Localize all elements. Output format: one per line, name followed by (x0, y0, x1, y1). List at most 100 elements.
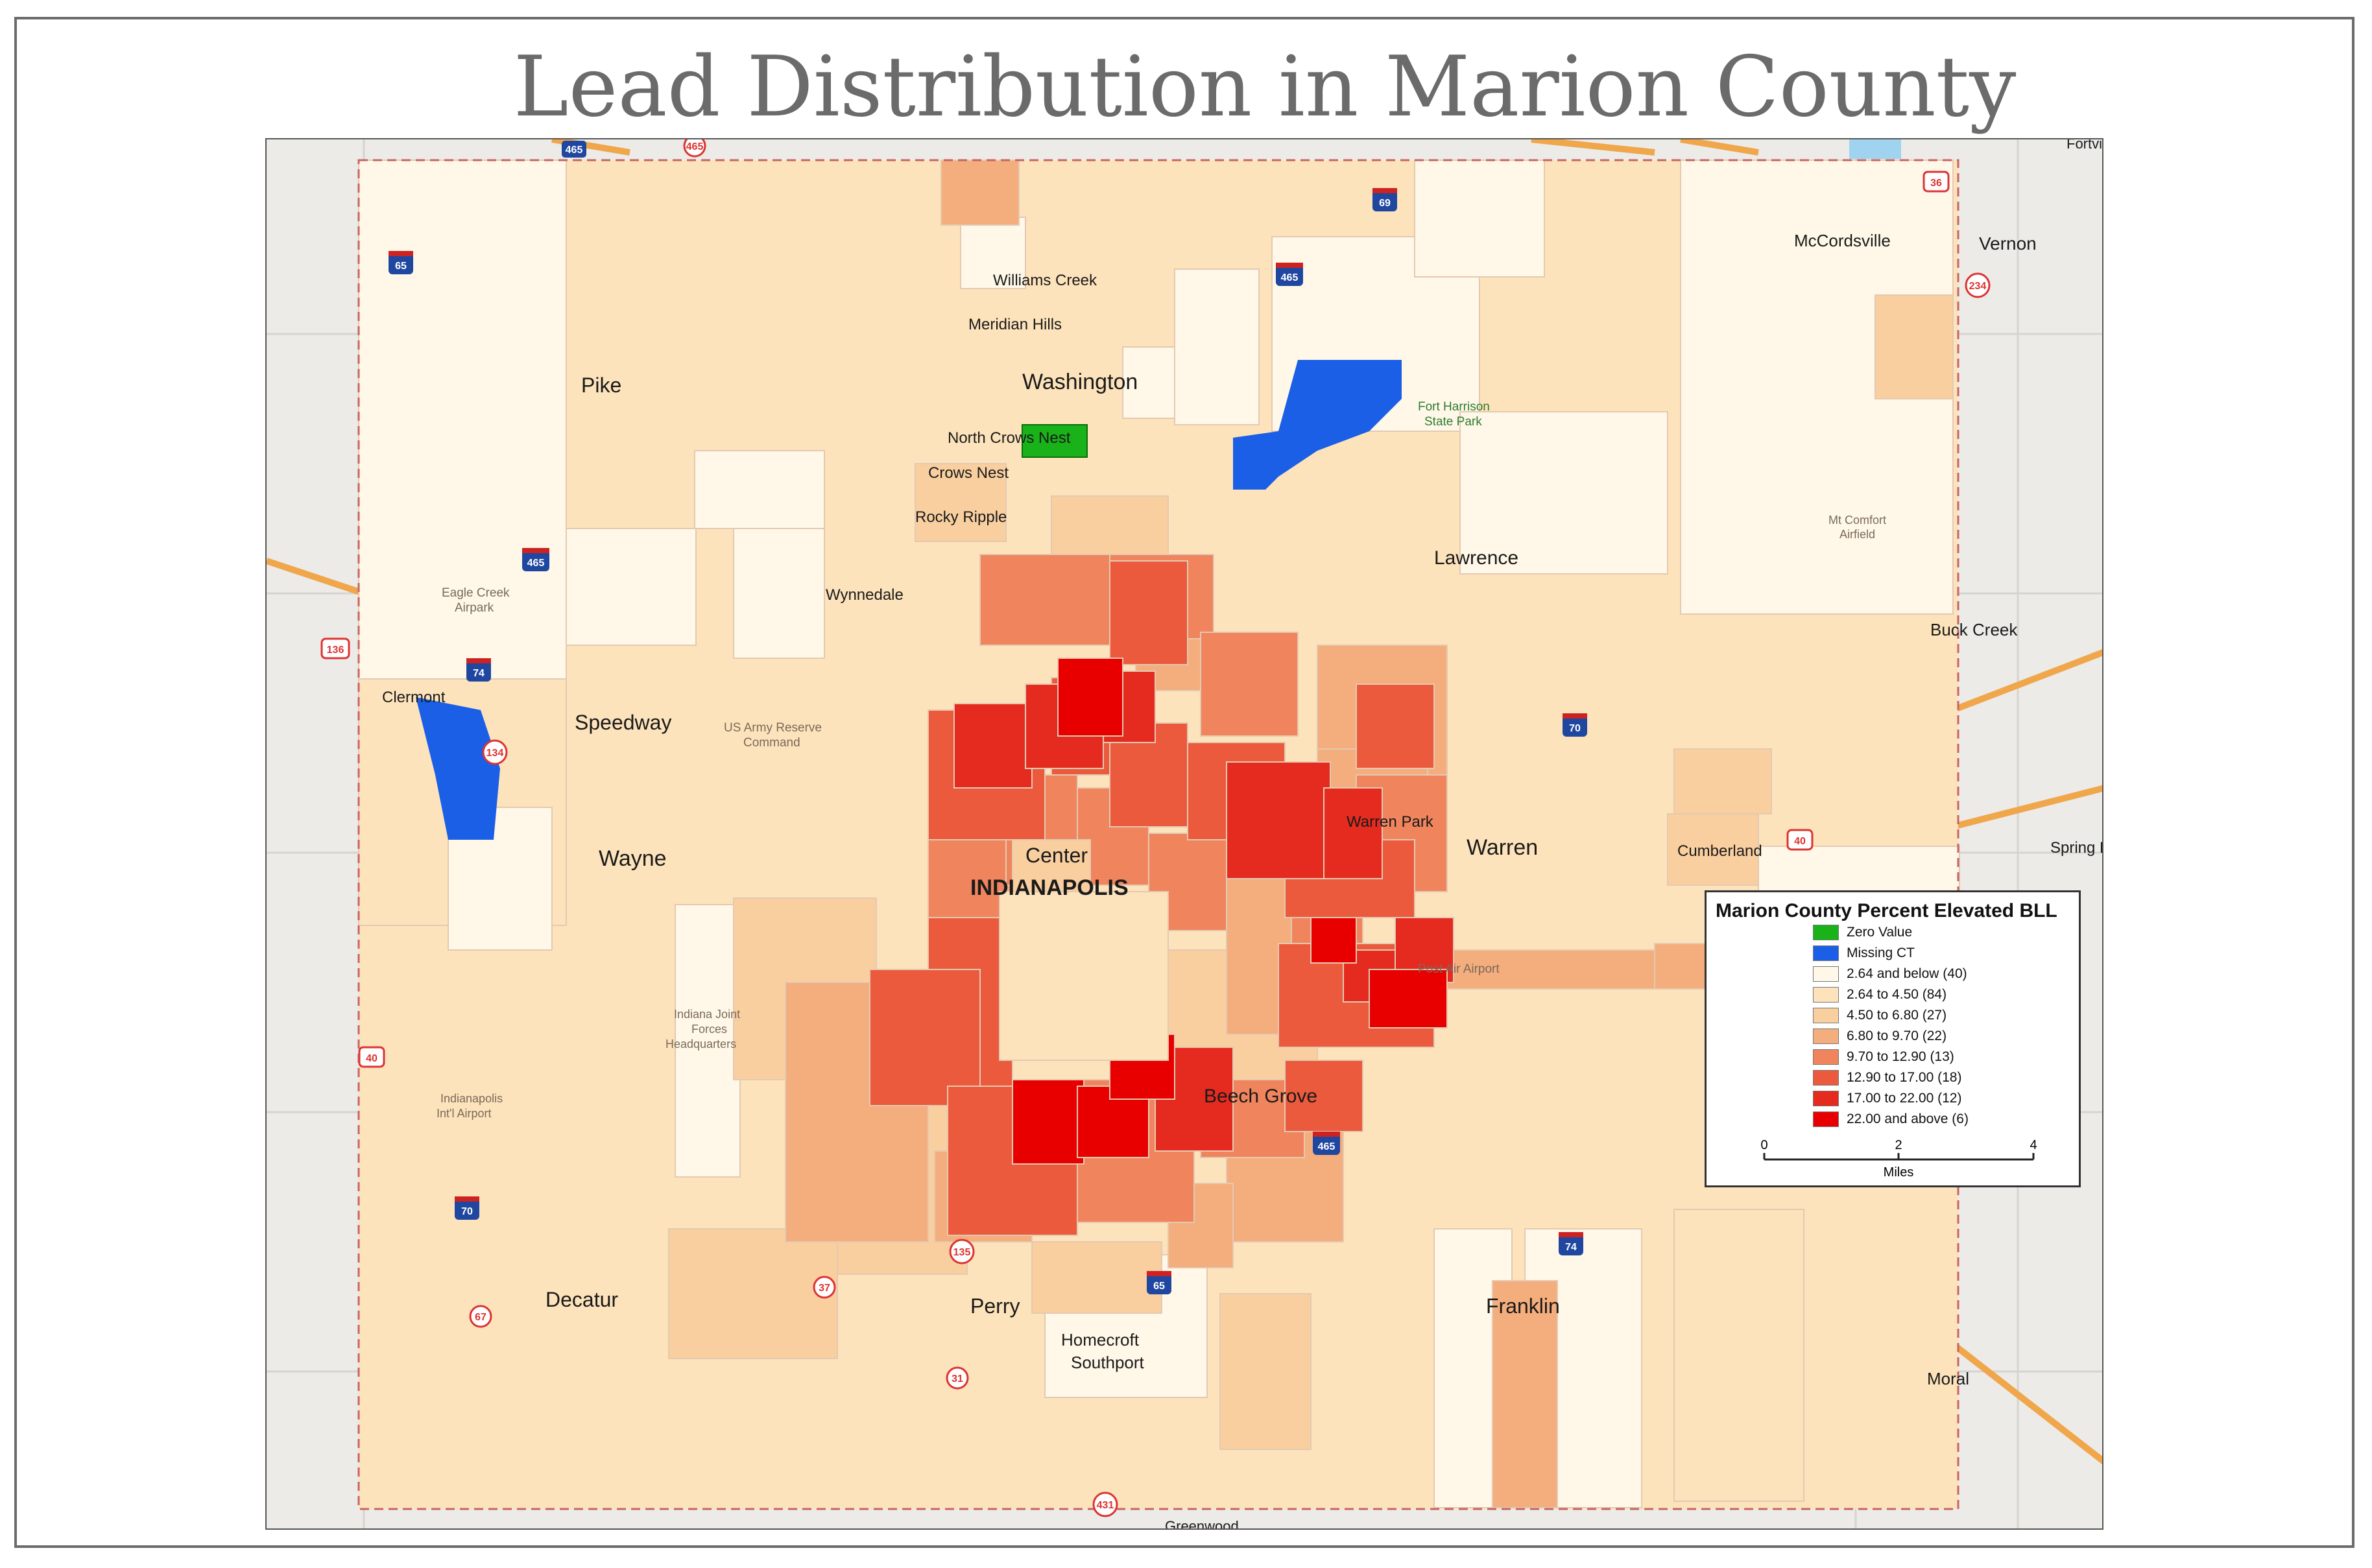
svg-text:69: 69 (1379, 198, 1391, 209)
shield-136: 136 (320, 637, 350, 659)
svg-text:65: 65 (1153, 1281, 1165, 1292)
shield-67: 67 (469, 1305, 492, 1328)
missing-tract-west (416, 697, 500, 840)
shield-37: 37 (813, 1276, 836, 1299)
label-eagle-creek: Eagle Creek (442, 586, 510, 600)
label-beech-grove: Beech Grove (1204, 1086, 1317, 1107)
svg-text:135: 135 (953, 1247, 971, 1258)
choropleth-map: Pike Washington Lawrence Speedway Wayne … (265, 138, 2103, 1530)
label-clermont: Clermont (382, 689, 446, 706)
legend-swatch (1813, 987, 1839, 1003)
label-wynnedale: Wynnedale (826, 586, 904, 604)
legend-swatch (1813, 1111, 1839, 1127)
shield-134: 134 (482, 739, 508, 765)
label-meridian-hills: Meridian Hills (968, 316, 1062, 333)
label-mccordsville: McCordsville (1794, 231, 1891, 250)
label-headquarters: Headquarters (665, 1038, 736, 1051)
label-franklin: Franklin (1486, 1294, 1560, 1318)
legend-label: 4.50 to 6.80 (27) (1847, 1008, 1947, 1023)
legend-label: 6.80 to 9.70 (22) (1847, 1028, 1947, 1043)
svg-text:70: 70 (1569, 723, 1581, 734)
label-cumberland: Cumberland (1677, 842, 1762, 860)
map-legend: Marion County Percent Elevated BLL Zero … (1705, 890, 2081, 1187)
svg-text:136: 136 (327, 645, 344, 656)
shield-465-north: 465 (562, 141, 586, 158)
label-pike: Pike (581, 374, 621, 397)
shield-465-south: 465 (1313, 1132, 1340, 1155)
missing-tract-north (1233, 360, 1402, 490)
legend-item: 22.00 and above (6) (1716, 1109, 2070, 1130)
legend-item: 6.80 to 9.70 (22) (1716, 1026, 2070, 1047)
route-shields: 465 465 65 69 465 465 74 134 70 40 70 40… (320, 139, 1991, 1517)
svg-text:65: 65 (395, 261, 407, 272)
legend-label: Missing CT (1847, 945, 1915, 960)
legend-title: Marion County Percent Elevated BLL (1716, 900, 2057, 921)
legend-item: 2.64 to 4.50 (84) (1716, 984, 2070, 1005)
label-fort-harrison-park: State Park (1424, 415, 1482, 429)
legend-swatch (1813, 1028, 1839, 1044)
legend-item: Zero Value (1716, 922, 2070, 943)
legend-swatch (1813, 1049, 1839, 1065)
svg-text:31: 31 (952, 1373, 963, 1384)
shield-70-east: 70 (1563, 713, 1587, 737)
legend-item: 9.70 to 12.90 (13) (1716, 1047, 2070, 1067)
legend-swatch (1813, 1070, 1839, 1086)
svg-text:465: 465 (1318, 1141, 1336, 1152)
legend-swatch (1813, 1091, 1839, 1106)
svg-text:465: 465 (686, 141, 704, 152)
label-north-crows-nest: North Crows Nest (948, 429, 1071, 447)
map-canvas: Pike Washington Lawrence Speedway Wayne … (267, 139, 2102, 1530)
lake (1849, 139, 1901, 159)
label-army-command: Command (743, 736, 800, 750)
scale-bar-graphic: 0 2 4 Miles (1760, 1138, 2037, 1180)
place-labels: Pike Washington Lawrence Speedway Wayne … (382, 139, 2102, 1530)
label-greenwood: Greenwood (1165, 1518, 1239, 1530)
label-rocky-ripple: Rocky Ripple (915, 508, 1007, 526)
legend-item: 4.50 to 6.80 (27) (1716, 1005, 2070, 1026)
scale-tick-2: 2 (1895, 1138, 1902, 1152)
svg-text:36: 36 (1930, 178, 1942, 189)
shield-40-west: 40 (358, 1046, 385, 1068)
legend-item: 12.90 to 17.00 (18) (1716, 1067, 2070, 1088)
label-perry: Perry (970, 1294, 1020, 1318)
shield-465-north-2: 465 (683, 139, 706, 158)
label-fortville: Fortvi (2067, 139, 2102, 152)
zero-value-tract (1022, 424, 1088, 458)
legend-label: 17.00 to 22.00 (12) (1847, 1091, 1962, 1106)
shield-74-west: 74 (466, 658, 491, 682)
legend-swatch (1813, 945, 1839, 961)
scale-bar: 0 2 4 Miles (1716, 1134, 2070, 1180)
label-moral: Moral (1927, 1369, 1969, 1388)
label-eagle-creek-airpark: Airpark (455, 601, 494, 615)
legend-swatch (1813, 1008, 1839, 1023)
label-center: Center (1025, 844, 1088, 867)
shield-465-ne: 465 (1276, 263, 1303, 286)
label-decatur: Decatur (545, 1288, 618, 1311)
legend-swatch (1813, 925, 1839, 940)
shield-31: 31 (946, 1366, 969, 1390)
shield-40-east: 40 (1786, 829, 1814, 851)
legend-label: 9.70 to 12.90 (13) (1847, 1049, 1954, 1064)
county-boundary (357, 159, 1959, 1510)
label-crows-nest: Crows Nest (928, 464, 1009, 482)
label-mt-comfort: Mt Comfort (1828, 514, 1886, 527)
label-wayne: Wayne (599, 846, 667, 871)
legend-item: Missing CT (1716, 943, 2070, 964)
svg-text:40: 40 (366, 1053, 377, 1064)
label-homecroft: Homecroft (1061, 1330, 1140, 1349)
svg-text:234: 234 (1969, 281, 1987, 292)
label-warren: Warren (1467, 835, 1538, 860)
label-mt-comfort-airfield: Airfield (1839, 528, 1875, 541)
shield-431: 431 (1092, 1491, 1118, 1517)
scale-tick-4: 4 (2030, 1138, 2037, 1152)
legend-label: 22.00 and above (6) (1847, 1111, 1969, 1126)
label-post-air: Post Air Airport (1418, 962, 1500, 976)
shield-65-north: 65 (389, 251, 413, 274)
svg-text:40: 40 (1794, 836, 1806, 847)
svg-text:74: 74 (1565, 1242, 1577, 1253)
label-indiana-joint: Indiana Joint (674, 1008, 740, 1021)
legend-items: Zero Value Missing CT 2.64 and below (40) 2… (1716, 922, 2070, 1130)
label-speedway: Speedway (575, 711, 671, 734)
legend-label: 2.64 and below (40) (1847, 966, 1967, 981)
svg-text:465: 465 (1281, 272, 1299, 283)
